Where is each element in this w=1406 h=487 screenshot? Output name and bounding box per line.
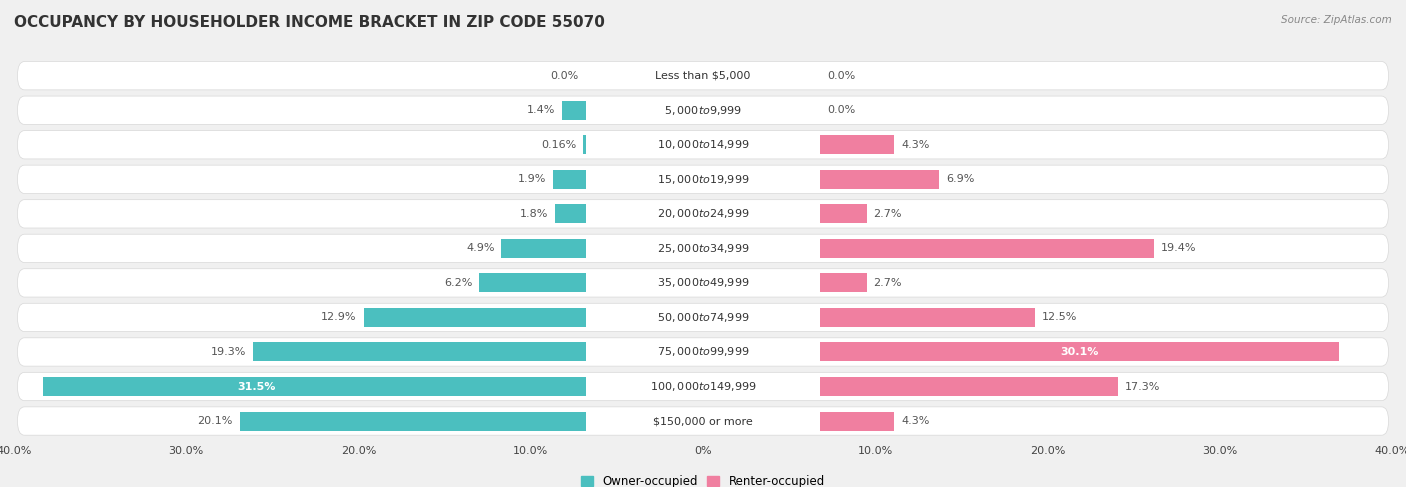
Bar [479,273,586,292]
Text: 0.0%: 0.0% [827,71,855,81]
Text: 1.4%: 1.4% [526,105,555,115]
Legend: Owner-occupied, Renter-occupied: Owner-occupied, Renter-occupied [576,471,830,487]
Text: 12.9%: 12.9% [322,313,357,322]
FancyBboxPatch shape [17,234,1389,262]
FancyBboxPatch shape [17,303,1389,332]
Text: $10,000 to $14,999: $10,000 to $14,999 [657,138,749,151]
FancyBboxPatch shape [17,200,1389,228]
Text: 20.1%: 20.1% [197,416,233,426]
Bar [555,205,586,224]
Text: Source: ZipAtlas.com: Source: ZipAtlas.com [1281,15,1392,25]
Text: $20,000 to $24,999: $20,000 to $24,999 [657,207,749,220]
Text: $25,000 to $34,999: $25,000 to $34,999 [657,242,749,255]
Bar [44,377,586,396]
Bar [820,308,1035,327]
FancyBboxPatch shape [17,96,1389,124]
FancyBboxPatch shape [17,338,1389,366]
Text: 30.1%: 30.1% [1060,347,1098,357]
Text: $50,000 to $74,999: $50,000 to $74,999 [657,311,749,324]
Bar [553,170,586,189]
FancyBboxPatch shape [17,407,1389,435]
Text: 0.16%: 0.16% [541,140,576,150]
Bar [820,412,894,431]
Bar [820,273,866,292]
Text: $75,000 to $99,999: $75,000 to $99,999 [657,345,749,358]
Text: $35,000 to $49,999: $35,000 to $49,999 [657,277,749,289]
Text: 4.3%: 4.3% [901,140,929,150]
Text: $15,000 to $19,999: $15,000 to $19,999 [657,173,749,186]
Text: 1.9%: 1.9% [517,174,547,184]
Bar [820,239,1154,258]
FancyBboxPatch shape [17,373,1389,401]
Text: 6.2%: 6.2% [444,278,472,288]
Text: 2.7%: 2.7% [873,209,903,219]
Bar [820,205,866,224]
Bar [253,342,586,361]
Bar [820,135,894,154]
Bar [239,412,586,431]
FancyBboxPatch shape [17,131,1389,159]
FancyBboxPatch shape [17,269,1389,297]
Text: 19.3%: 19.3% [211,347,246,357]
Text: 0.0%: 0.0% [551,71,579,81]
FancyBboxPatch shape [17,61,1389,90]
Text: 31.5%: 31.5% [236,381,276,392]
Bar [820,170,939,189]
Bar [562,101,586,120]
Bar [502,239,586,258]
Text: Less than $5,000: Less than $5,000 [655,71,751,81]
Text: OCCUPANCY BY HOUSEHOLDER INCOME BRACKET IN ZIP CODE 55070: OCCUPANCY BY HOUSEHOLDER INCOME BRACKET … [14,15,605,30]
Text: $100,000 to $149,999: $100,000 to $149,999 [650,380,756,393]
Bar [364,308,586,327]
Text: 19.4%: 19.4% [1161,244,1197,253]
FancyBboxPatch shape [17,165,1389,193]
Text: 17.3%: 17.3% [1125,381,1160,392]
Bar [820,377,1118,396]
Text: 4.3%: 4.3% [901,416,929,426]
Text: 12.5%: 12.5% [1042,313,1077,322]
Text: 4.9%: 4.9% [467,244,495,253]
Text: 1.8%: 1.8% [520,209,548,219]
Text: 2.7%: 2.7% [873,278,903,288]
Bar [820,342,1339,361]
Text: $150,000 or more: $150,000 or more [654,416,752,426]
Text: 6.9%: 6.9% [946,174,974,184]
Text: 0.0%: 0.0% [827,105,855,115]
Text: $5,000 to $9,999: $5,000 to $9,999 [664,104,742,117]
Bar [583,135,586,154]
